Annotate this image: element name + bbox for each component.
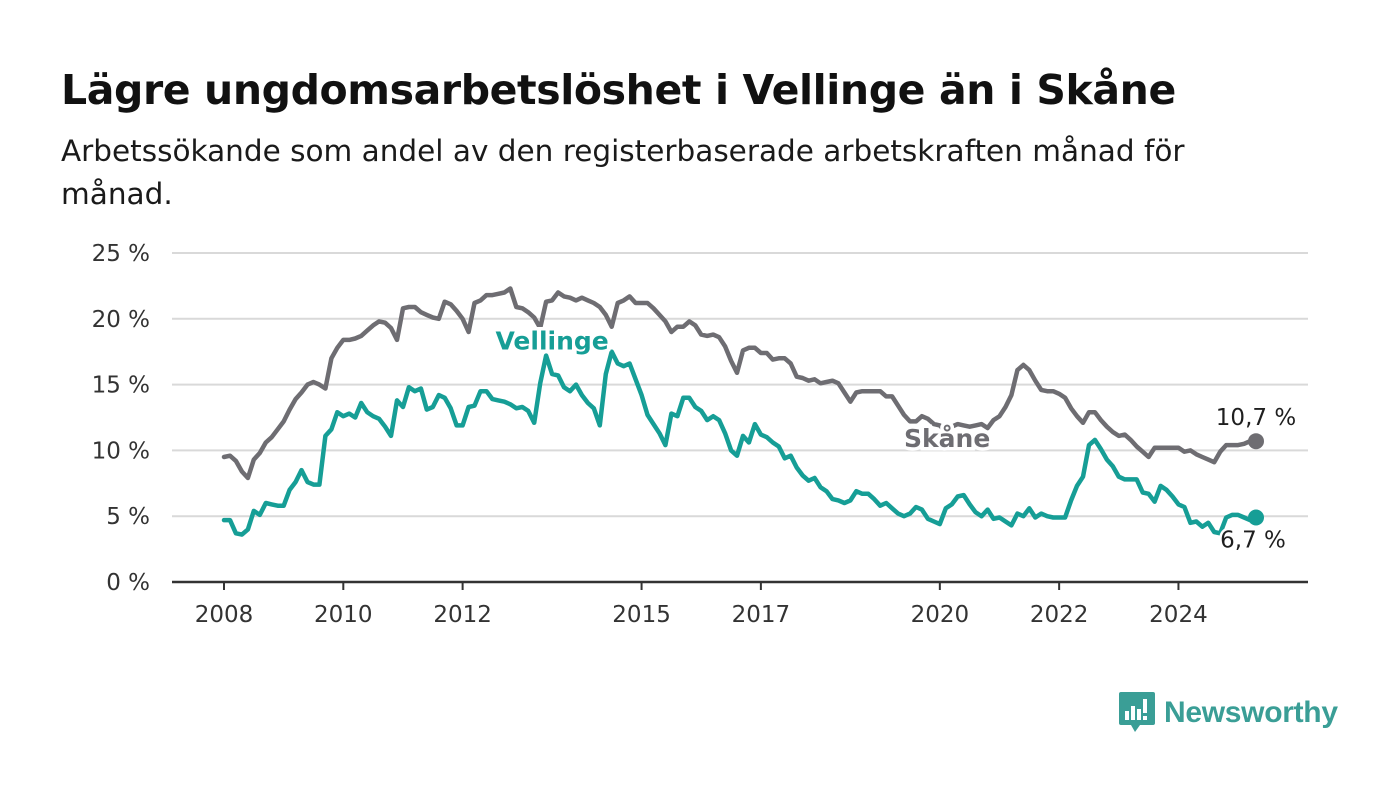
x-tick-label: 2012 — [433, 602, 492, 628]
newsworthy-brand[interactable]: Newsworthy — [1118, 690, 1338, 736]
chart-subtitle: Arbetssökande som andel av den registerb… — [61, 134, 1185, 211]
x-tick-label: 2017 — [732, 602, 791, 628]
y-tick-label: 25 % — [92, 241, 150, 267]
y-tick-label: 5 % — [106, 504, 150, 530]
x-tick-label: 2022 — [1030, 602, 1089, 628]
x-tick-label: 2020 — [911, 602, 970, 628]
y-tick-label: 10 % — [92, 438, 150, 464]
x-tick-label: 2024 — [1149, 602, 1208, 628]
brand-name: Newsworthy — [1164, 696, 1338, 729]
grid-lines — [172, 252, 1308, 518]
newsworthy-logo-icon — [1119, 692, 1155, 732]
line-chart: 0 % 5 % 10 % 15 % 20 % 25 % 2008 2010 2012 2015 20… — [92, 241, 1308, 628]
y-tick-label: 20 % — [92, 307, 150, 333]
series-line-skane — [221, 286, 1259, 481]
series-line-vellinge — [221, 349, 1259, 537]
series-end-dot — [1248, 509, 1264, 526]
series-labels: 10,7 % Skåne 6,7 % Vellinge — [492, 323, 1299, 556]
series-end-value-label: 6,7 % — [1220, 528, 1286, 554]
series-lines — [221, 286, 1264, 537]
chart-title: Lägre ungdomsarbetslöshet i Vellinge än … — [61, 66, 1176, 114]
series-end-value-label: 10,7 % — [1216, 405, 1296, 431]
x-tick-label: 2010 — [314, 602, 373, 628]
series-name-label: Vellinge — [495, 327, 608, 356]
series-end-dot — [1248, 433, 1264, 450]
axes: 0 % 5 % 10 % 15 % 20 % 25 % 2008 2010 2012 2015 20… — [92, 241, 1308, 628]
y-tick-label: 0 % — [106, 570, 150, 596]
series-name-label: Skåne — [904, 424, 990, 453]
y-tick-label: 15 % — [92, 373, 150, 399]
x-tick-label: 2008 — [195, 602, 254, 628]
x-tick-label: 2015 — [612, 602, 671, 628]
